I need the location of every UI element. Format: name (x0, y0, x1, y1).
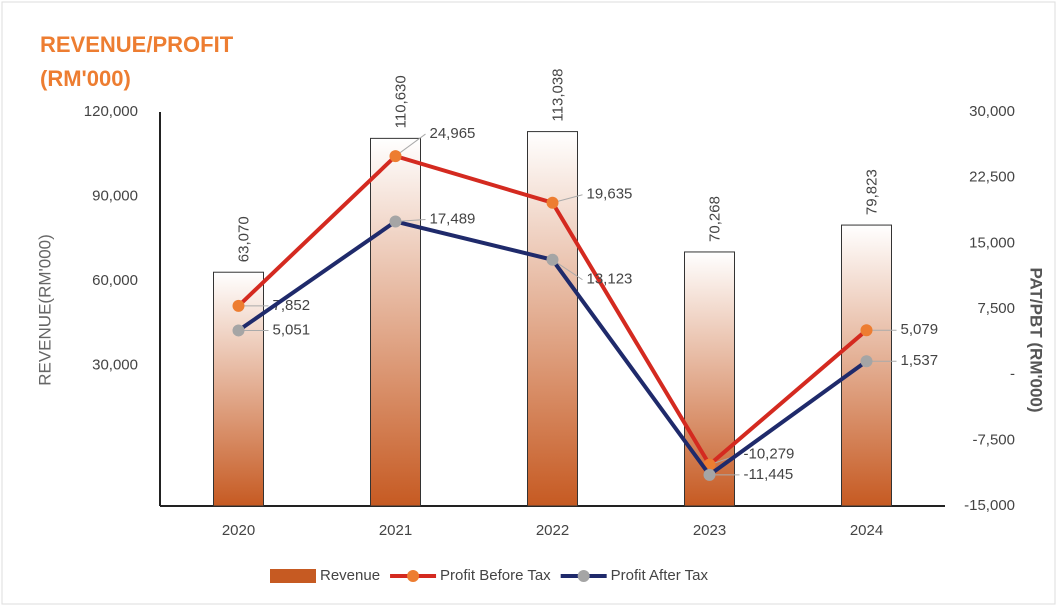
marker (546, 196, 559, 209)
x-tick-label: 2024 (850, 522, 883, 539)
marker (703, 468, 716, 481)
point-label: -11,445 (744, 466, 794, 483)
bar-value-label: 110,630 (392, 75, 409, 128)
legend-swatch (407, 570, 420, 582)
marker (546, 253, 559, 266)
bar (213, 271, 264, 507)
marker (389, 150, 402, 163)
legend-label: Profit After Tax (611, 567, 709, 584)
point-label: 5,051 (273, 321, 311, 338)
y-tick-label: 90,000 (92, 187, 138, 204)
legend-label: Revenue (320, 567, 380, 584)
bar (370, 137, 421, 507)
y-tick-label: 30,000 (92, 356, 138, 373)
y2-tick-label: -15,000 (964, 497, 1015, 514)
leader-line (395, 133, 426, 157)
point-label: -10,279 (744, 446, 795, 463)
bar (527, 131, 578, 507)
marker (860, 324, 873, 337)
point-label: 17,489 (430, 211, 476, 228)
chart-title: (RM'000) (40, 66, 131, 91)
point-label: 5,079 (901, 321, 939, 338)
x-tick-label: 2021 (379, 522, 412, 539)
bar-value-label: 70,268 (706, 196, 723, 242)
bar-value-label: 63,070 (235, 216, 252, 262)
bar-value-label: 79,823 (863, 169, 880, 215)
marker (389, 215, 402, 228)
legend-label: Profit Before Tax (440, 567, 551, 584)
y2-tick-label: - (1010, 366, 1015, 383)
y2-tick-label: 7,500 (977, 300, 1015, 317)
x-tick-label: 2022 (536, 522, 569, 539)
leader-line (552, 259, 583, 281)
y2-tick-label: -7,500 (972, 431, 1015, 448)
bar-value-label: 113,038 (549, 68, 566, 121)
y-axis-label: REVENUE(RM'000) (35, 234, 54, 386)
marker (232, 299, 245, 312)
legend-swatch (270, 569, 316, 583)
marker (860, 355, 873, 368)
point-label: 7,852 (273, 297, 311, 314)
x-tick-label: 2023 (693, 522, 726, 539)
chart-title: REVENUE/PROFIT (40, 32, 234, 57)
marker (232, 324, 245, 337)
y2-tick-label: 15,000 (969, 234, 1015, 251)
point-label: 24,965 (430, 125, 476, 142)
y-tick-label: 120,000 (84, 103, 138, 120)
y2-axis-label: PAT/PBT (RM'000) (1027, 267, 1046, 412)
y-tick-label: 60,000 (92, 272, 138, 289)
y2-tick-label: 30,000 (969, 103, 1015, 120)
x-tick-label: 2020 (222, 522, 255, 539)
point-label: 1,537 (901, 352, 939, 369)
legend-swatch (577, 570, 590, 582)
point-label: 13,123 (587, 271, 633, 288)
point-label: 19,635 (587, 186, 633, 203)
y2-tick-label: 22,500 (969, 169, 1015, 186)
